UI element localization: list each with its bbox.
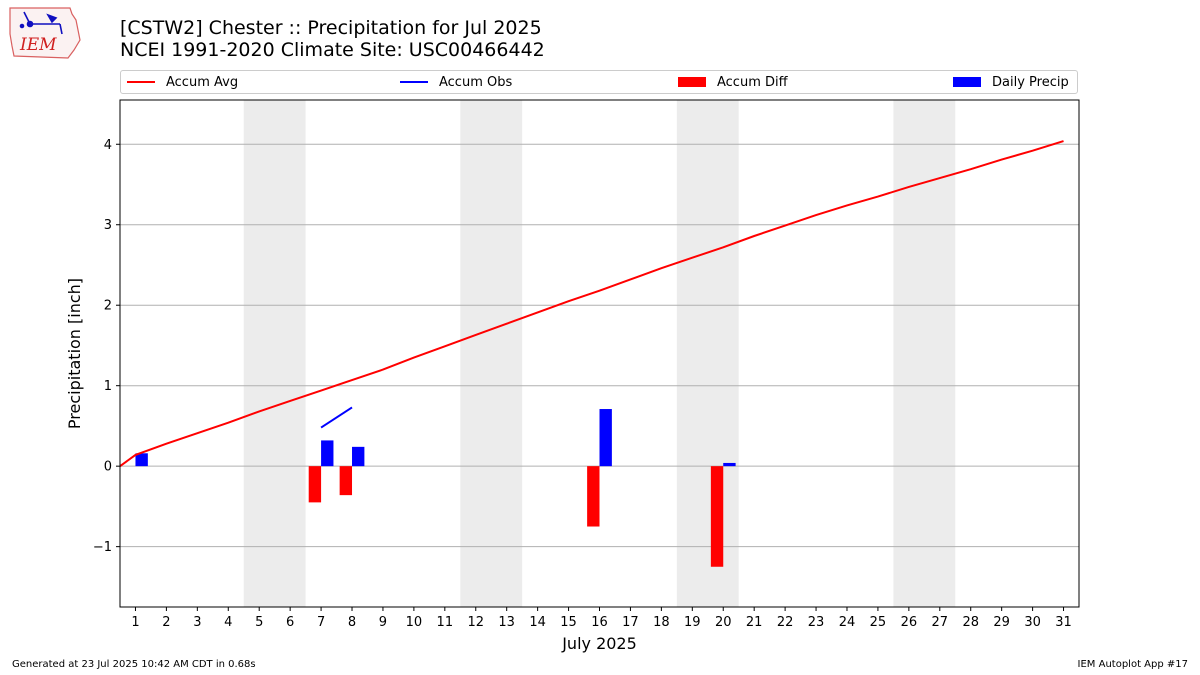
daily-precip-bar-day-7 [321,440,334,467]
x-tick-label-6: 7 [317,615,325,630]
y-tick-label-1: 0 [104,460,112,475]
app-credit: IEM Autoplot App #17 [1077,659,1188,670]
daily-precip-bar-day-20 [723,462,736,467]
accum-avg-line [119,140,1064,467]
legend-label-daily-precip: Daily Precip [992,74,1069,90]
generated-timestamp: Generated at 23 Jul 2025 10:42 AM CDT in… [12,659,256,670]
daily-precip-bar-day-16 [599,409,612,467]
x-tick-label-9: 10 [406,615,423,630]
y-tick-label-0: −1 [93,540,112,555]
legend-swatch-accum-diff [678,77,706,87]
x-tick-label-18: 19 [684,615,701,630]
accum-diff-bar-day-16 [587,466,600,527]
weekend-shade-1 [460,100,523,607]
legend-item-accum-diff: Accum Diff [678,71,788,93]
x-tick-label-16: 17 [622,615,639,630]
legend-label-accum-diff: Accum Diff [717,74,788,90]
x-tick-label-11: 12 [467,615,484,630]
x-tick-label-10: 11 [437,615,454,630]
x-tick-label-24: 25 [870,615,887,630]
chart-title-line-2: NCEI 1991-2020 Climate Site: USC00466442 [120,39,545,61]
legend-item-accum-obs: Accum Obs [400,71,512,93]
x-tick-label-27: 28 [962,615,979,630]
y-tick-label-3: 2 [104,299,112,314]
accum-diff-bar-day-7 [308,466,322,503]
plot-frame [119,99,1080,608]
y-tick-label-5: 4 [104,138,112,153]
x-tick-label-29: 30 [1024,615,1041,630]
x-tick-label-17: 18 [653,615,670,630]
weekend-shade-2 [676,100,739,607]
accum-diff-bar-day-20 [710,466,724,567]
x-tick-label-14: 15 [560,615,577,630]
x-tick-label-15: 16 [591,615,608,630]
x-tick-label-20: 21 [746,615,763,630]
x-tick-label-7: 8 [348,615,356,630]
legend-label-accum-avg: Accum Avg [166,74,239,90]
y-axis-label: Precipitation [inch] [65,278,84,429]
svg-text:IEM: IEM [19,35,57,55]
x-tick-label-1: 2 [162,615,170,630]
x-tick-label-30: 31 [1055,615,1072,630]
weekend-shade-0 [243,100,306,607]
x-tick-label-25: 26 [901,615,918,630]
y-tick-label-4: 3 [104,218,112,233]
daily-precip-bar-day-8 [352,446,365,467]
x-tick-label-28: 29 [993,615,1010,630]
chart-legend: Accum Avg Accum Obs Accum Diff Daily Pre… [120,70,1078,94]
weekend-shade-3 [893,100,956,607]
legend-swatch-accum-obs [400,81,428,83]
y-tick-label-2: 1 [104,379,112,394]
x-tick-label-2: 3 [193,615,201,630]
accum-obs-line [320,406,353,429]
daily-precip-bar-day-1 [135,453,148,467]
x-tick-label-8: 9 [379,615,387,630]
x-tick-label-26: 27 [932,615,949,630]
x-tick-label-22: 23 [808,615,825,630]
accum-diff-bar-day-8 [339,466,353,496]
x-axis-label: July 2025 [561,634,637,653]
x-tick-label-3: 4 [224,615,232,630]
x-tick-label-12: 13 [498,615,515,630]
legend-label-accum-obs: Accum Obs [439,74,513,90]
x-tick-label-13: 14 [529,615,546,630]
x-tick-label-4: 5 [255,615,263,630]
x-tick-label-21: 22 [777,615,794,630]
x-tick-label-19: 20 [715,615,732,630]
chart-title-line-1: [CSTW2] Chester :: Precipitation for Jul… [120,17,542,39]
legend-swatch-daily-precip [953,77,981,87]
x-tick-label-23: 24 [839,615,856,630]
x-tick-label-5: 6 [286,615,294,630]
legend-item-daily-precip: Daily Precip [953,71,1069,93]
legend-swatch-accum-avg [127,81,155,83]
legend-item-accum-avg: Accum Avg [127,71,238,93]
x-tick-label-0: 1 [131,615,139,630]
iem-logo: IEM [9,7,81,59]
